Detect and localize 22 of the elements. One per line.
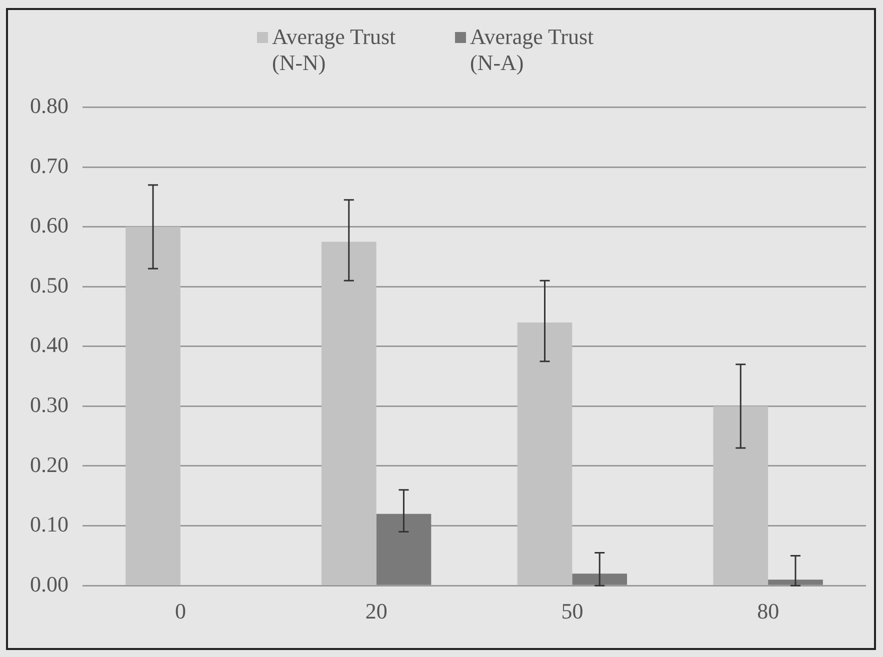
y-tick-label: 0.80 bbox=[30, 92, 68, 118]
y-tick-label: 0.00 bbox=[30, 571, 68, 596]
y-tick-label: 0.40 bbox=[30, 332, 68, 358]
x-tick-label: 50 bbox=[561, 598, 584, 624]
x-tick-label: 20 bbox=[365, 598, 388, 624]
legend-label: Average Trust (N-A) bbox=[470, 24, 595, 76]
bar bbox=[713, 406, 768, 585]
bar bbox=[517, 322, 572, 585]
legend-label: Average Trust (N-N) bbox=[272, 24, 397, 76]
bar bbox=[321, 242, 376, 585]
y-tick-label: 0.60 bbox=[30, 212, 68, 238]
bar bbox=[572, 574, 628, 585]
y-tick-label: 0.10 bbox=[30, 512, 68, 537]
y-tick-label: 0.70 bbox=[30, 152, 68, 178]
y-tick-label: 0.50 bbox=[30, 272, 68, 298]
y-tick-label: 0.30 bbox=[30, 392, 68, 417]
x-tick-label: 0 bbox=[174, 598, 186, 624]
bar bbox=[126, 226, 180, 585]
bar bbox=[376, 514, 432, 585]
bar bbox=[768, 580, 823, 585]
x-tick-label: 80 bbox=[757, 598, 780, 624]
y-tick-label: 0.20 bbox=[30, 452, 68, 477]
